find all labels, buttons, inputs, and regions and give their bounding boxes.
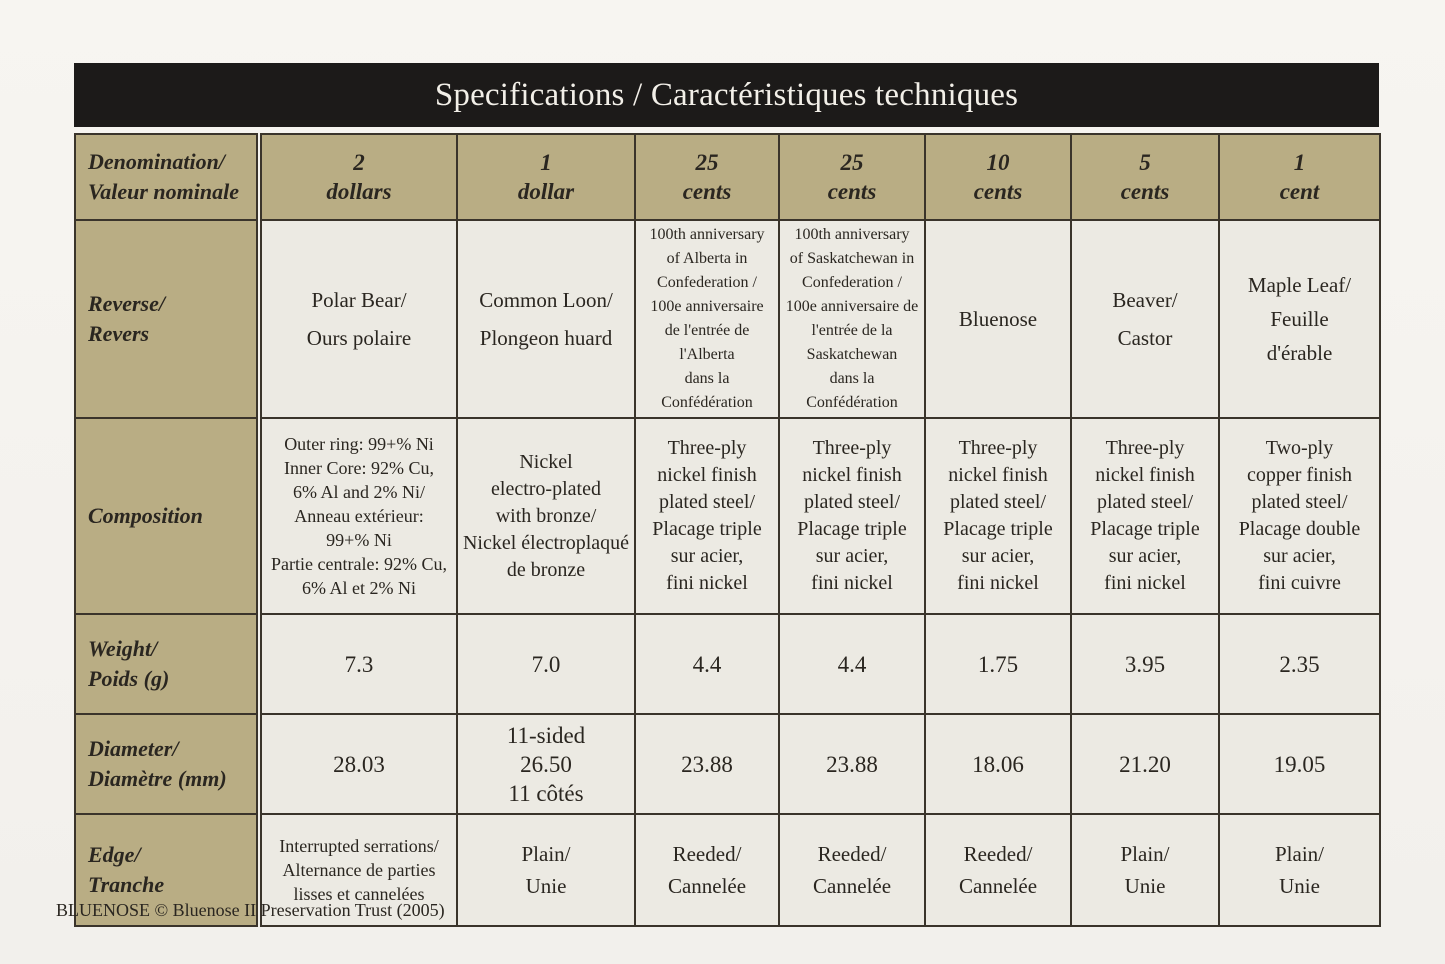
denomination-cell: 25 cents: [778, 133, 926, 221]
composition-cell: Three-ply nickel finish plated steel/Placa…: [778, 417, 926, 615]
edge-row: Edge/ Tranche Interrupted serrations/Alt…: [74, 813, 1381, 927]
weight-row: Weight/ Poids (g) 7.3 7.0 4.4 4.4 1.75 3…: [74, 613, 1381, 715]
weight-cell: 7.0: [456, 613, 636, 715]
reverse-row: Reverse/ Revers Polar Bear/Ours polaire …: [74, 219, 1381, 419]
weight-cell: 3.95: [1070, 613, 1220, 715]
reverse-cell: 100th anniversary of Alberta in Confederat…: [634, 219, 780, 419]
composition-cell: Three-ply nickel finish plated steel/Placa…: [924, 417, 1072, 615]
weight-cell: 7.3: [258, 613, 458, 715]
edge-cell: Reeded/Cannelée: [778, 813, 926, 927]
page-title: Specifications / Caractéristiques techni…: [74, 63, 1379, 127]
weight-cell: 4.4: [778, 613, 926, 715]
denomination-cell: 1 dollar: [456, 133, 636, 221]
specifications-table: Denomination/ Valeur nominale 2 dollars 1…: [74, 133, 1381, 927]
edge-cell: Plain/Unie: [1070, 813, 1220, 927]
composition-cell: Three-ply nickel finish plated steel/Placa…: [634, 417, 780, 615]
row-label-weight: Weight/ Poids (g): [74, 613, 262, 715]
copyright-footer: BLUENOSE © Bluenose II Preservation Trus…: [56, 900, 445, 920]
diameter-row: Diameter/ Diamètre (mm) 28.03 11-sided 26…: [74, 713, 1381, 815]
row-label-edge: Edge/ Tranche: [74, 813, 262, 927]
row-label-diameter: Diameter/ Diamètre (mm): [74, 713, 262, 815]
diameter-cell: 19.05: [1218, 713, 1381, 815]
reverse-cell: Polar Bear/Ours polaire: [258, 219, 458, 419]
reverse-cell: Beaver/Castor: [1070, 219, 1220, 419]
weight-cell: 2.35: [1218, 613, 1381, 715]
edge-cell: Reeded/Cannelée: [924, 813, 1072, 927]
composition-cell: Outer ring: 99+% Ni Inner Core: 92% Cu, 6%…: [258, 417, 458, 615]
composition-cell: Three-ply nickel finish plated steel/Placa…: [1070, 417, 1220, 615]
denomination-cell: 10 cents: [924, 133, 1072, 221]
edge-cell: Reeded/Cannelée: [634, 813, 780, 927]
reverse-cell: Common Loon/Plongeon huard: [456, 219, 636, 419]
composition-cell: Nickel electro-plated with bronze/Nickel é…: [456, 417, 636, 615]
composition-cell: Two-ply copper finish plated steel/Placage…: [1218, 417, 1381, 615]
weight-cell: 1.75: [924, 613, 1072, 715]
row-label-denomination: Denomination/ Valeur nominale: [74, 133, 262, 221]
reverse-cell: 100th anniversary of Saskatchewan in Confe…: [778, 219, 926, 419]
denomination-cell: 25 cents: [634, 133, 780, 221]
reverse-cell: Maple Leaf/Feuille d'érable: [1218, 219, 1381, 419]
row-label-reverse: Reverse/ Revers: [74, 219, 262, 419]
row-label-composition: Composition: [74, 417, 262, 615]
edge-cell: Interrupted serrations/Alternance de par…: [258, 813, 458, 927]
edge-cell: Plain/Unie: [456, 813, 636, 927]
diameter-cell: 23.88: [778, 713, 926, 815]
edge-cell: Plain/Unie: [1218, 813, 1381, 927]
reverse-cell: Bluenose: [924, 219, 1072, 419]
diameter-cell: 21.20: [1070, 713, 1220, 815]
composition-row: Composition Outer ring: 99+% Ni Inner Cor…: [74, 417, 1381, 615]
diameter-cell: 23.88: [634, 713, 780, 815]
diameter-cell: 11-sided 26.50 11 côtés: [456, 713, 636, 815]
denomination-cell: 5 cents: [1070, 133, 1220, 221]
diameter-cell: 28.03: [258, 713, 458, 815]
weight-cell: 4.4: [634, 613, 780, 715]
denomination-row: Denomination/ Valeur nominale 2 dollars 1…: [74, 133, 1381, 221]
diameter-cell: 18.06: [924, 713, 1072, 815]
denomination-cell: 1 cent: [1218, 133, 1381, 221]
denomination-cell: 2 dollars: [258, 133, 458, 221]
